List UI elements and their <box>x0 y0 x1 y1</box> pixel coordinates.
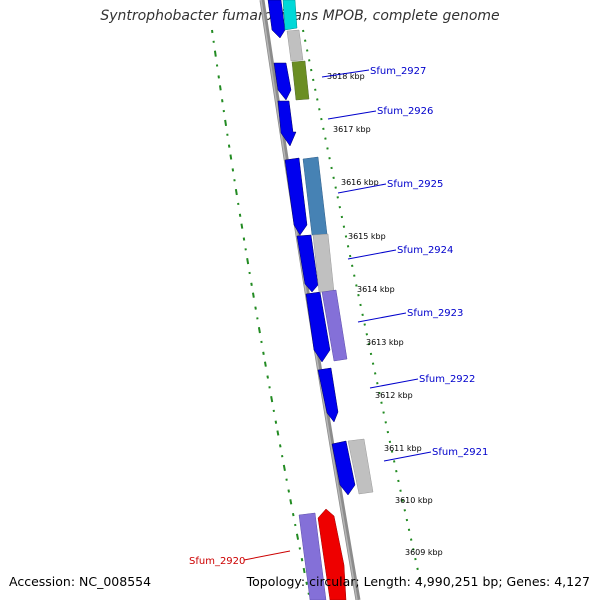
gene-label[interactable]: Sfum_2926 <box>377 106 433 117</box>
cds-arrow[interactable] <box>273 62 292 101</box>
gene-label[interactable]: Sfum_2921 <box>432 447 488 458</box>
cds-arrow[interactable] <box>305 291 331 363</box>
cog-block[interactable] <box>291 60 310 101</box>
cds-arrow[interactable] <box>267 0 286 39</box>
kbp-tick-label: 3609 kbp <box>405 548 443 557</box>
cds-arrow[interactable] <box>284 157 308 236</box>
gene-labels: Sfum_2927 Sfum_2926 Sfum_2925 Sfum_2924 … <box>189 66 488 567</box>
gene-label-leaders <box>243 69 432 561</box>
gene-label[interactable]: Sfum_2924 <box>397 245 453 256</box>
cds-arrow[interactable] <box>277 100 297 147</box>
leader-line <box>347 249 397 260</box>
kbp-tick-label: 3613 kbp <box>366 338 404 347</box>
gene-label[interactable]: Sfum_2923 <box>407 308 463 319</box>
gc-skew-track-inner <box>211 29 311 600</box>
cog-block[interactable] <box>317 508 347 600</box>
cog-block[interactable] <box>321 289 348 362</box>
accession-label: Accession: NC_008554 <box>9 574 152 589</box>
leader-line <box>327 110 377 120</box>
leader-line <box>369 378 419 389</box>
genome-summary-label: Topology: circular; Length: 4,990,251 bp… <box>246 574 590 589</box>
gene-label[interactable]: Sfum_2922 <box>419 374 475 385</box>
leader-line <box>357 312 407 323</box>
kbp-tick-label: 3611 kbp <box>384 444 422 453</box>
kbp-tick-label: 3615 kbp <box>348 232 386 241</box>
kbp-tick-label: 3618 kbp <box>327 72 365 81</box>
kbp-tick-label: 3617 kbp <box>333 125 371 134</box>
cog-category-track <box>282 0 374 600</box>
cog-block[interactable] <box>282 0 298 31</box>
leader-line <box>337 183 387 194</box>
cog-block[interactable] <box>347 438 374 495</box>
kbp-tick-label: 3614 kbp <box>357 285 395 294</box>
cds-arrow[interactable] <box>317 367 339 423</box>
cds-forward-track <box>267 0 356 496</box>
cds-arrow[interactable] <box>296 234 319 293</box>
kbp-tick-label: 3610 kbp <box>395 496 433 505</box>
leader-line <box>383 451 432 462</box>
kbp-tick-label: 3612 kbp <box>375 391 413 400</box>
gene-label-highlight[interactable]: Sfum_2920 <box>189 556 245 567</box>
gene-label[interactable]: Sfum_2925 <box>387 179 443 190</box>
leader-line <box>321 69 370 78</box>
cog-block[interactable] <box>298 512 327 600</box>
cds-arrow[interactable] <box>331 440 356 496</box>
kbp-scale-labels: 3618 kbp 3617 kbp 3616 kbp 3615 kbp 3614… <box>327 72 443 557</box>
cog-block[interactable] <box>286 29 304 62</box>
leader-line-highlight <box>243 550 291 561</box>
kbp-tick-label: 3616 kbp <box>341 178 379 187</box>
gene-label[interactable]: Sfum_2927 <box>370 66 426 77</box>
genome-title: Syntrophobacter fumaroxidans MPOB, compl… <box>100 8 500 24</box>
